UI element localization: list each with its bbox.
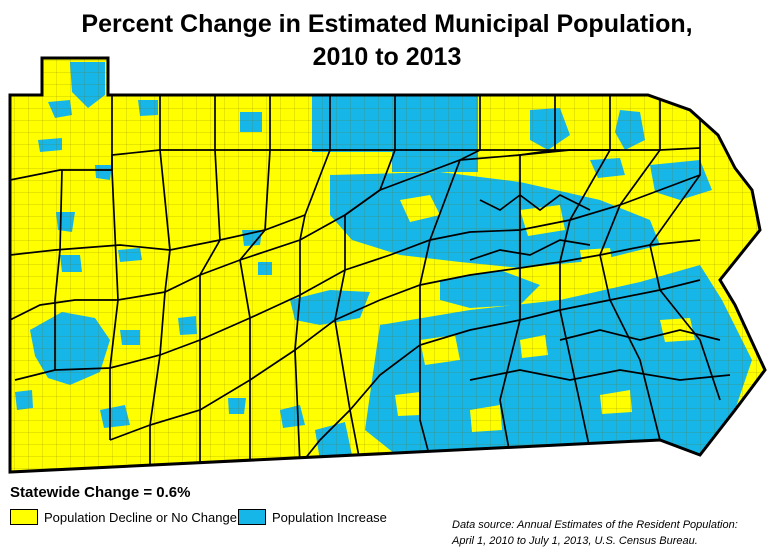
map-title-line-2: 2010 to 2013	[312, 43, 462, 71]
legend-label-decline: Population Decline or No Change	[44, 509, 237, 525]
legend-item-decline: Population Decline or No Change	[10, 509, 237, 525]
map-title-line-1: Percent Change in Estimated Municipal Po…	[81, 10, 693, 38]
data-source-line-2: April 1, 2010 to July 1, 2013, U.S. Cens…	[452, 535, 698, 547]
statewide-change: Statewide Change = 0.6%	[10, 484, 191, 501]
map-title: Percent Change in Estimated Municipal Po…	[0, 8, 774, 74]
legend-label-increase: Population Increase	[272, 509, 387, 525]
legend-item-increase: Population Increase	[238, 509, 387, 525]
state-outline	[8, 56, 767, 474]
legend-swatch-increase	[238, 509, 266, 525]
pennsylvania-map	[8, 56, 767, 474]
data-source-note: Data source: Annual Estimates of the Res…	[452, 517, 738, 549]
data-source-line-1: Data source: Annual Estimates of the Res…	[452, 519, 738, 531]
township-lines	[10, 58, 765, 472]
legend-swatch-decline	[10, 509, 38, 525]
county-boundaries	[10, 95, 731, 468]
